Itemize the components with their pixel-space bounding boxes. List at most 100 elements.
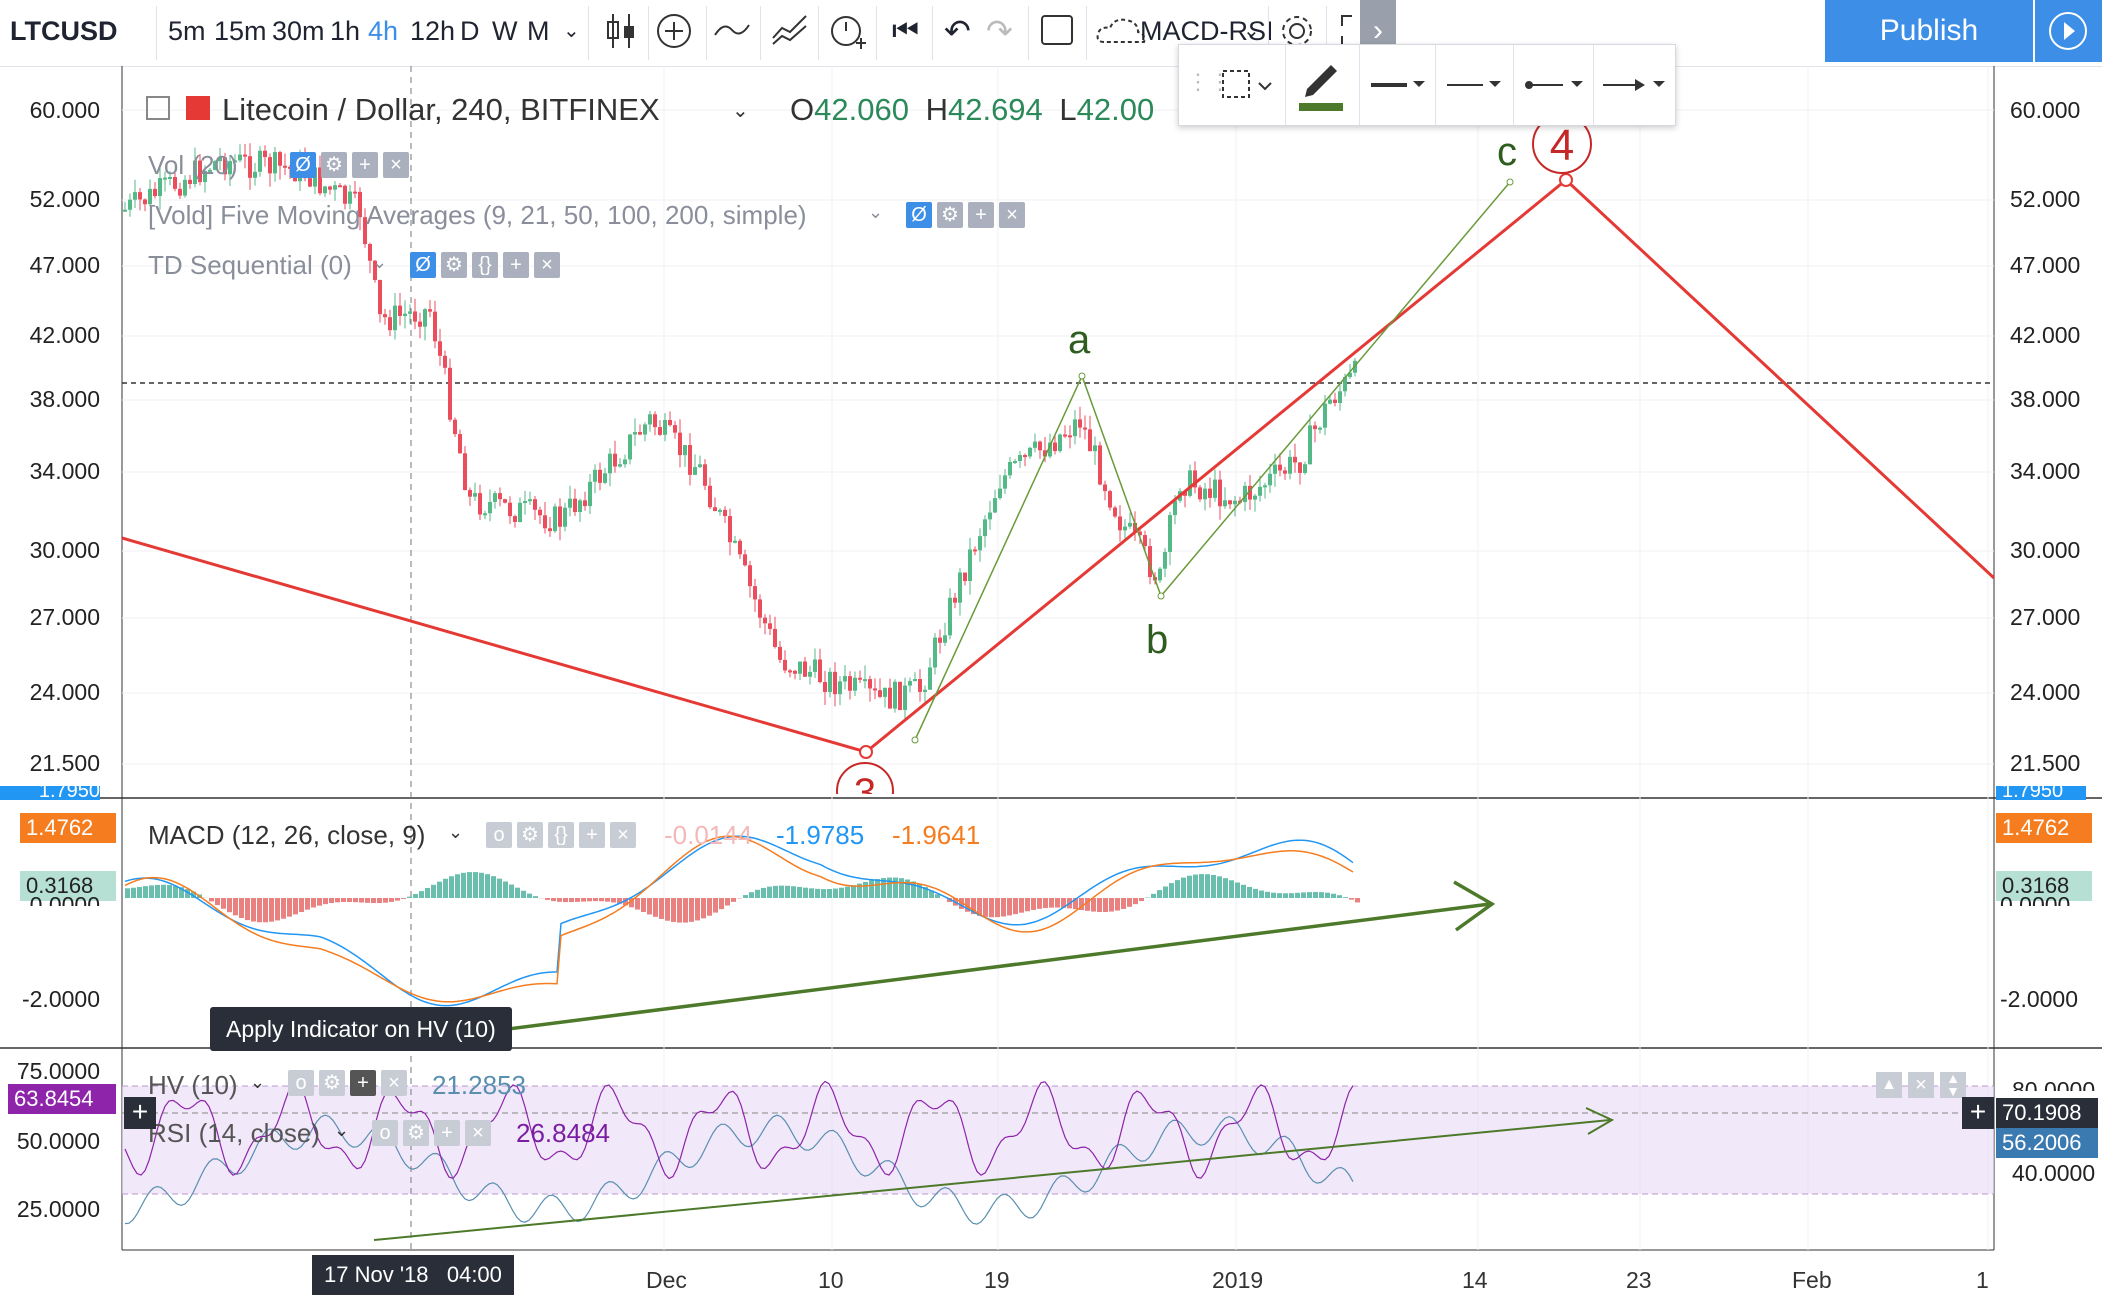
candle-body [1113,507,1117,517]
macd-hist-bar [227,898,232,913]
candle-body [163,177,167,180]
interval-1h[interactable]: 1h [330,16,361,46]
plus-icon[interactable]: + [503,252,529,278]
publish-button[interactable]: Publish [1825,0,2033,62]
ma-indicator-label[interactable]: [Vold] Five Moving Averages (9, 21, 50, … [148,200,807,230]
compare-icon[interactable] [712,15,752,45]
crosshair-plus-right[interactable]: + [1962,1097,1994,1129]
interval-15m[interactable]: 15m [214,16,267,46]
macd-hist-bar [275,898,280,921]
publish-dropdown-button[interactable] [2035,0,2102,62]
chevron-down-icon[interactable]: ⌄ [868,202,884,222]
chevron-down-icon[interactable]: ⌄ [334,1120,350,1140]
close-icon[interactable]: × [999,202,1025,228]
gear-icon[interactable]: ⚙ [517,822,543,848]
macd-hist-bar [665,898,670,921]
undo-icon[interactable]: ↶ [944,13,971,49]
plus-icon[interactable]: + [968,202,994,228]
candle-body [143,199,147,205]
gear-icon[interactable]: ⚙ [403,1120,429,1146]
macd-hist-bar [1025,898,1030,912]
candle-body [903,685,907,710]
price-label-right: 42.000 [2010,322,2081,348]
chart-canvas[interactable] [0,66,2102,1298]
hv-indicator-label[interactable]: HV (10) [148,1070,238,1100]
crosshair-plus-left[interactable]: + [124,1097,156,1129]
interval-w[interactable]: W [492,16,518,46]
maximize-icon[interactable]: ▲ ▼ [1940,1071,1966,1098]
chevron-down-icon[interactable]: ⌄ [448,822,464,842]
macd-indicator-label[interactable]: MACD (12, 26, close, 9) [148,820,426,850]
td-indicator-label[interactable]: TD Sequential (0) [148,250,352,280]
line-width-icon[interactable] [1369,71,1429,99]
template-icon[interactable] [1219,67,1275,103]
plus-icon[interactable]: + [350,1070,376,1096]
pencil-color-icon[interactable] [1297,55,1347,115]
line-end-right-icon[interactable] [1601,71,1671,99]
candle-body [273,152,277,174]
hide-icon[interactable]: Ø [410,252,436,278]
candles-icon[interactable] [604,12,638,50]
hide-icon[interactable]: Ø [906,202,932,228]
close-icon[interactable]: × [1908,1072,1934,1098]
macd-hist-bar [701,898,706,919]
add-indicator-icon[interactable] [654,11,694,51]
cloud-save-icon[interactable] [1094,14,1150,48]
interval-12h[interactable]: 12h [410,16,456,46]
replay-icon[interactable]: ⏮ [892,14,919,47]
interval-30m[interactable]: 30m [272,16,325,46]
macd-hist-bar [887,877,892,898]
indicators-icon[interactable] [770,10,810,50]
gear-icon[interactable]: ⚙ [441,252,467,278]
candle-body [653,414,657,428]
plus-icon[interactable]: + [579,822,605,848]
macd-hist-bar [599,898,604,902]
vol-indicator-label[interactable]: Vol (20) [148,150,238,180]
interval-4h[interactable]: 4h [368,16,399,46]
chevron-down-icon[interactable]: ⌄ [372,252,388,272]
redo-icon[interactable]: ↷ [986,13,1013,49]
price-label-left: 30.000 [29,537,100,563]
plus-icon[interactable]: + [352,152,378,178]
collapse-legend-button[interactable] [146,96,170,120]
hide-icon[interactable]: Ø [290,152,316,178]
close-icon[interactable]: × [610,822,636,848]
macd-hist-bar [335,898,340,903]
open-value: 42.060 [814,92,909,127]
gear-icon[interactable]: ⚙ [321,152,347,178]
close-icon[interactable]: × [381,1070,407,1096]
chart-title[interactable]: Litecoin / Dollar, 240, BITFINEX [222,92,660,127]
symbol-search[interactable]: LTCUSD [10,16,118,46]
interval-m[interactable]: M [527,16,550,46]
chevron-down-icon[interactable]: ⌄ [563,20,580,42]
macd-hist-bar [1271,892,1276,898]
chevron-up-icon[interactable]: ▲ [1876,1072,1902,1098]
macd-hist-bar [1127,898,1132,907]
close-icon[interactable]: × [465,1120,491,1146]
macd-hist-bar [977,898,982,916]
rsi-indicator-label[interactable]: RSI (14, close) [148,1118,320,1148]
layout-name[interactable]: MACD-RSI [1140,16,1274,46]
fullscreen-icon[interactable] [1040,14,1076,48]
time-label: 14 [1462,1267,1488,1293]
chevron-down-icon[interactable]: ⌄ [250,1072,266,1092]
braces-icon[interactable]: {} [472,252,498,278]
braces-icon[interactable]: {} [548,822,574,848]
alert-clock-icon[interactable] [828,9,868,53]
plus-icon[interactable]: + [434,1120,460,1146]
eye-icon[interactable]: o [486,822,512,848]
line-end-left-icon[interactable] [1523,71,1589,99]
close-icon[interactable]: × [383,152,409,178]
line-style-icon[interactable] [1445,71,1505,99]
close-icon[interactable]: × [534,252,560,278]
chevron-down-icon[interactable]: ⌄ [732,100,749,122]
chevron-down-icon[interactable]: ⌄ [1243,20,1260,42]
interval-d[interactable]: D [460,16,480,46]
eye-icon[interactable]: o [288,1070,314,1096]
interval-5m[interactable]: 5m [168,16,206,46]
gear-icon[interactable]: ⚙ [319,1070,345,1096]
divider [1086,6,1087,60]
macd-hist-bar [341,898,346,902]
gear-icon[interactable]: ⚙ [937,202,963,228]
eye-icon[interactable]: o [372,1120,398,1146]
